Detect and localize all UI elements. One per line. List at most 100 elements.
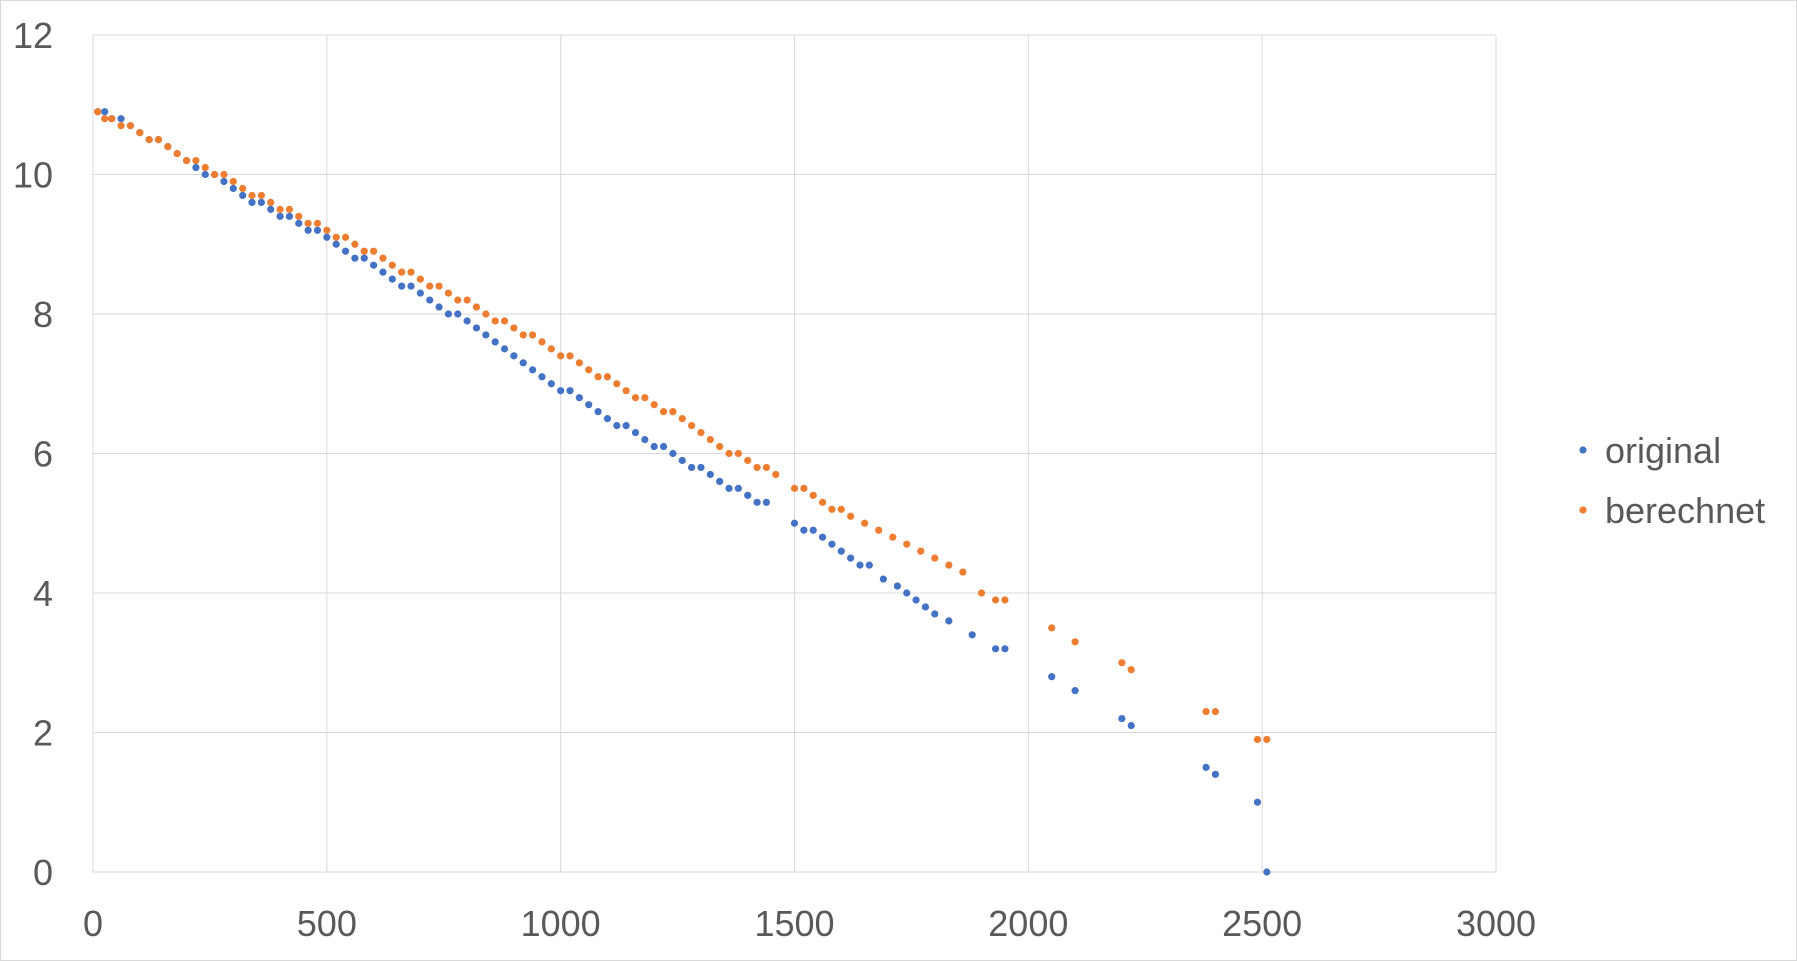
data-point-berechnet <box>108 115 116 123</box>
data-point-berechnet <box>285 205 294 213</box>
data-point-original <box>472 324 481 332</box>
data-point-berechnet <box>622 387 630 395</box>
data-point-original <box>903 589 911 597</box>
data-point-berechnet <box>295 212 303 220</box>
data-point-original <box>697 463 705 472</box>
data-point-berechnet <box>416 275 424 283</box>
data-point-berechnet <box>828 505 836 513</box>
data-point-original <box>594 408 602 416</box>
data-point-original <box>865 561 873 569</box>
data-point-original <box>398 282 406 290</box>
data-point-original <box>407 282 415 290</box>
data-point-berechnet <box>500 317 509 325</box>
data-point-berechnet <box>126 122 135 130</box>
data-point-berechnet <box>889 533 897 541</box>
data-point-berechnet <box>341 233 350 241</box>
data-point-berechnet <box>276 205 284 213</box>
data-point-original <box>603 415 612 423</box>
data-point-original <box>753 498 761 506</box>
data-point-original <box>716 477 724 485</box>
series-original <box>94 108 1271 876</box>
data-point-berechnet <box>762 463 771 472</box>
data-point-berechnet <box>650 401 658 409</box>
data-point-berechnet <box>145 136 153 144</box>
data-point-berechnet <box>1048 624 1056 632</box>
data-point-original <box>828 540 836 548</box>
data-point-original <box>991 645 1000 653</box>
x-tick-label: 3000 <box>1456 903 1536 944</box>
data-point-berechnet <box>725 449 733 458</box>
x-tick-label: 1500 <box>754 903 834 944</box>
data-point-original <box>1253 798 1262 806</box>
data-point-original <box>837 547 845 555</box>
data-point-original <box>734 484 742 492</box>
data-point-berechnet <box>304 219 312 227</box>
data-point-berechnet <box>435 282 443 290</box>
data-point-berechnet <box>463 296 471 304</box>
data-point-original <box>304 226 312 234</box>
data-point-original <box>360 254 368 262</box>
y-tick-label: 8 <box>33 294 53 335</box>
data-point-original <box>276 212 284 220</box>
series-berechnet <box>94 108 1271 744</box>
data-point-original <box>295 219 303 227</box>
data-point-original <box>285 212 294 220</box>
x-tick-label: 2500 <box>1222 903 1302 944</box>
data-point-berechnet <box>1263 735 1271 744</box>
data-point-berechnet <box>847 512 855 520</box>
data-point-berechnet <box>800 484 808 492</box>
data-point-original <box>1048 673 1056 681</box>
data-point-original <box>267 205 275 213</box>
y-tick-label: 0 <box>33 852 53 893</box>
data-point-berechnet <box>332 233 340 241</box>
data-point-berechnet <box>659 408 668 416</box>
legend-marker <box>1579 446 1587 454</box>
data-point-berechnet <box>398 268 406 276</box>
data-point-berechnet <box>734 449 742 458</box>
data-point-berechnet <box>931 554 939 562</box>
data-point-berechnet <box>370 247 378 255</box>
data-point-original <box>762 498 771 506</box>
data-point-berechnet <box>547 345 555 353</box>
legend-marker <box>1579 506 1587 514</box>
data-point-original <box>790 519 799 527</box>
data-point-berechnet <box>575 359 583 367</box>
data-point-berechnet <box>182 156 191 165</box>
data-point-original <box>454 310 462 318</box>
data-point-original <box>313 226 322 234</box>
data-point-berechnet <box>407 268 415 276</box>
y-tick-label: 2 <box>33 713 53 754</box>
data-point-berechnet <box>977 589 986 597</box>
data-point-original <box>500 345 509 353</box>
data-point-original <box>248 198 256 206</box>
data-point-berechnet <box>313 219 322 227</box>
data-point-original <box>257 198 265 206</box>
data-point-original <box>809 526 817 534</box>
data-point-original <box>239 191 247 200</box>
data-point-berechnet <box>875 526 883 534</box>
data-point-berechnet <box>1253 735 1262 744</box>
data-point-original <box>220 177 228 186</box>
data-point-berechnet <box>117 122 125 130</box>
data-point-original <box>332 240 340 248</box>
data-point-berechnet <box>360 247 368 255</box>
data-point-berechnet <box>809 491 817 499</box>
data-point-berechnet <box>351 240 359 248</box>
data-point-original <box>706 470 714 479</box>
data-point-original <box>669 449 677 458</box>
data-point-original <box>931 610 939 618</box>
data-point-berechnet <box>173 149 181 158</box>
data-point-original <box>688 463 696 472</box>
data-point-berechnet <box>248 191 256 200</box>
data-point-berechnet <box>688 422 696 430</box>
data-point-original <box>444 310 453 318</box>
legend-label: original <box>1605 430 1721 471</box>
data-point-berechnet <box>154 136 163 144</box>
data-point-berechnet <box>519 331 527 339</box>
data-point-berechnet <box>257 191 265 200</box>
data-point-berechnet <box>1127 666 1135 674</box>
y-tick-label: 10 <box>13 155 53 196</box>
data-point-original <box>192 163 200 172</box>
data-point-original <box>416 289 424 297</box>
data-point-original <box>463 317 471 325</box>
